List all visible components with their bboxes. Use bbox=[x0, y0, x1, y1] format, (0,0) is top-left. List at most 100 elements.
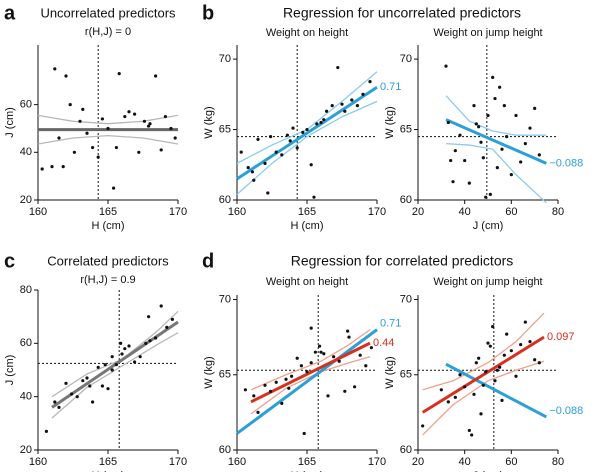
data-point bbox=[266, 191, 270, 195]
data-point bbox=[123, 114, 127, 119]
data-point bbox=[81, 107, 85, 111]
data-point bbox=[280, 153, 284, 157]
data-point bbox=[142, 119, 146, 123]
x-axis-label: H (cm) bbox=[92, 470, 125, 472]
data-point bbox=[355, 103, 359, 108]
data-point bbox=[106, 387, 110, 391]
data-point bbox=[463, 158, 467, 163]
chart-title: Weight on jump height bbox=[433, 27, 542, 39]
data-point bbox=[309, 326, 313, 330]
confidence-band bbox=[422, 360, 545, 436]
x-tick-label: 40 bbox=[459, 456, 471, 468]
data-point bbox=[467, 181, 471, 185]
y-axis-label: W (kg) bbox=[384, 106, 396, 138]
data-point bbox=[53, 400, 57, 404]
data-point bbox=[340, 102, 344, 106]
data-point bbox=[484, 370, 488, 374]
data-point bbox=[154, 74, 158, 78]
data-point bbox=[347, 335, 351, 339]
data-point bbox=[453, 149, 457, 153]
x-tick-label: 160 bbox=[29, 456, 47, 468]
x-tick-label: 170 bbox=[169, 206, 187, 218]
data-point bbox=[250, 170, 254, 174]
data-point bbox=[500, 147, 504, 151]
data-point bbox=[70, 392, 74, 396]
data-point bbox=[81, 379, 85, 383]
fit-line bbox=[236, 328, 378, 435]
data-point bbox=[474, 122, 478, 126]
data-point bbox=[284, 377, 288, 381]
x-tick-label: 170 bbox=[368, 206, 386, 218]
data-point bbox=[173, 136, 177, 140]
data-point bbox=[505, 332, 509, 336]
fit-label: 0.44 bbox=[373, 337, 394, 349]
data-point bbox=[353, 385, 357, 389]
data-point bbox=[444, 64, 448, 68]
data-point bbox=[481, 383, 485, 387]
y-tick-label: 40 bbox=[20, 391, 32, 403]
fit-label: 0.097 bbox=[547, 331, 575, 343]
data-point bbox=[295, 356, 299, 360]
x-axis-label: J (cm) bbox=[473, 470, 504, 472]
data-point bbox=[75, 395, 79, 399]
data-point bbox=[509, 349, 513, 353]
x-tick-label: 60 bbox=[505, 456, 517, 468]
data-point bbox=[491, 325, 495, 329]
data-point bbox=[287, 386, 291, 390]
panel-letter: b bbox=[202, 2, 214, 24]
y-tick-label: 70 bbox=[219, 53, 231, 65]
y-tick-label: 65 bbox=[400, 123, 412, 135]
data-point bbox=[346, 329, 350, 333]
y-tick-label: 70 bbox=[400, 53, 412, 65]
y-tick-label: 60 bbox=[400, 444, 412, 456]
data-point bbox=[57, 136, 61, 140]
data-point bbox=[127, 344, 131, 348]
data-point bbox=[100, 117, 104, 121]
data-point bbox=[453, 395, 457, 399]
data-point bbox=[533, 106, 537, 111]
panel-letter: a bbox=[4, 2, 16, 24]
data-point bbox=[305, 370, 309, 374]
data-point bbox=[458, 373, 462, 377]
data-point bbox=[486, 113, 490, 118]
data-point bbox=[123, 347, 127, 351]
data-point bbox=[159, 148, 163, 152]
data-point bbox=[502, 103, 506, 108]
data-point bbox=[256, 137, 260, 142]
data-point bbox=[280, 401, 284, 405]
data-point bbox=[305, 127, 309, 132]
data-point bbox=[290, 374, 294, 378]
data-point bbox=[291, 126, 295, 130]
y-tick-label: 60 bbox=[400, 194, 412, 206]
data-point bbox=[523, 320, 527, 324]
chart-title: Weight on height bbox=[266, 276, 348, 288]
data-point bbox=[474, 361, 478, 365]
data-point bbox=[103, 363, 107, 367]
data-point bbox=[368, 80, 372, 84]
confidence-band bbox=[445, 95, 547, 136]
data-point bbox=[479, 412, 483, 416]
data-point bbox=[312, 195, 316, 199]
data-point bbox=[528, 126, 532, 130]
y-tick-label: 65 bbox=[400, 369, 412, 381]
confidence-band bbox=[250, 329, 371, 391]
data-point bbox=[88, 384, 92, 388]
fit-line bbox=[445, 362, 548, 419]
data-point bbox=[309, 163, 313, 167]
data-point bbox=[514, 113, 518, 118]
x-tick-label: 60 bbox=[505, 206, 517, 218]
data-point bbox=[488, 192, 492, 196]
data-point bbox=[252, 394, 256, 398]
data-point bbox=[288, 139, 292, 143]
data-point bbox=[313, 350, 317, 354]
fit-line bbox=[421, 335, 545, 414]
y-axis-label: W (kg) bbox=[203, 106, 215, 138]
x-tick-label: 20 bbox=[412, 206, 424, 218]
y-tick-label: 40 bbox=[20, 146, 32, 158]
y-tick-label: 80 bbox=[20, 284, 32, 296]
data-point bbox=[467, 428, 471, 433]
x-tick-label: 160 bbox=[228, 456, 246, 468]
data-point bbox=[114, 363, 118, 367]
data-point bbox=[477, 356, 481, 360]
